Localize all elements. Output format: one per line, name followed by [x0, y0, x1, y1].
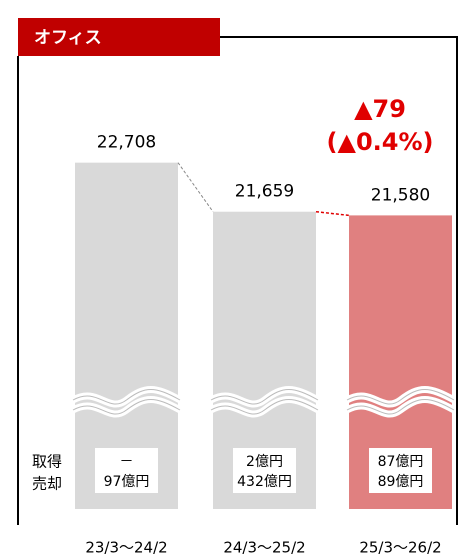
annotation: (▲0.4%) [327, 128, 434, 156]
table-cell: 89億円 [378, 474, 424, 490]
table-cell: 432億円 [237, 474, 292, 490]
annotation: ▲79 [354, 95, 406, 123]
title-tab [18, 18, 220, 56]
row-label: 売却 [32, 475, 62, 493]
break-mark-edge [72, 389, 181, 405]
x-tick-label: 24/3～25/2 [223, 539, 305, 557]
table-box [233, 448, 296, 493]
table-box [95, 448, 158, 493]
table-cell: 2億円 [246, 454, 283, 470]
connector [315, 210, 350, 217]
value-label: 22,708 [97, 133, 156, 153]
break-mark-edge [346, 399, 455, 415]
table-cell: 97億円 [104, 474, 150, 490]
table-cell: － [120, 454, 134, 470]
x-tick-label: 23/3～24/2 [85, 539, 167, 557]
chart-title: オフィス [34, 28, 102, 48]
break-mark-edge [210, 399, 319, 415]
break-mark-edge [346, 389, 455, 405]
row-label: 取得 [32, 453, 62, 471]
x-tick-label: 25/3～26/2 [359, 539, 441, 557]
table-cell: 87億円 [378, 454, 424, 470]
table-box [369, 448, 432, 493]
value-label: 21,659 [235, 182, 294, 202]
connector [177, 162, 214, 212]
value-label: 21,580 [371, 185, 430, 205]
break-mark-edge [72, 399, 181, 415]
break-mark-edge [210, 389, 319, 405]
